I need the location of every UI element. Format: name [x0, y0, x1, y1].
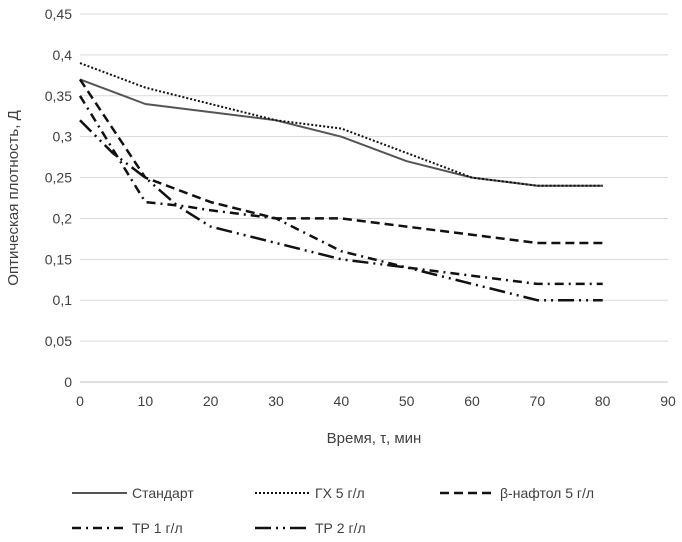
x-tick-label: 20 — [203, 393, 219, 409]
x-tick-label: 10 — [138, 393, 154, 409]
x-tick-label: 60 — [464, 393, 480, 409]
y-tick-label: 0,45 — [45, 6, 72, 22]
y-tick-label: 0 — [64, 374, 72, 390]
legend-label-5: ТР 2 г/л — [315, 520, 366, 536]
y-tick-label: 0,4 — [53, 47, 73, 63]
y-tick-label: 0,2 — [53, 210, 73, 226]
y-axis-title: Оптическая плотность, Д — [5, 110, 22, 285]
y-tick-label: 0,25 — [45, 170, 72, 186]
x-tick-label: 40 — [334, 393, 350, 409]
x-tick-label: 80 — [595, 393, 611, 409]
x-tick-label: 50 — [399, 393, 415, 409]
legend-label-2: ГХ 5 г/л — [315, 485, 365, 501]
y-tick-label: 0,05 — [45, 333, 72, 349]
x-tick-label: 30 — [268, 393, 284, 409]
legend-label-3: β-нафтол 5 г/л — [500, 485, 594, 501]
x-axis-title: Время, τ, мин — [327, 430, 422, 447]
x-tick-label: 90 — [660, 393, 676, 409]
legend-label-1: Стандарт — [132, 485, 194, 501]
y-tick-label: 0,15 — [45, 251, 72, 267]
legend-label-4: ТР 1 г/л — [132, 520, 183, 536]
y-tick-label: 0,35 — [45, 88, 72, 104]
series-line-3 — [78, 78, 603, 245]
x-tick-label: 70 — [530, 393, 546, 409]
series-line-2 — [79, 62, 603, 187]
y-tick-label: 0,3 — [53, 129, 73, 145]
x-tick-label: 0 — [76, 393, 84, 409]
series-line-5 — [79, 119, 603, 302]
y-tick-label: 0,1 — [53, 292, 73, 308]
